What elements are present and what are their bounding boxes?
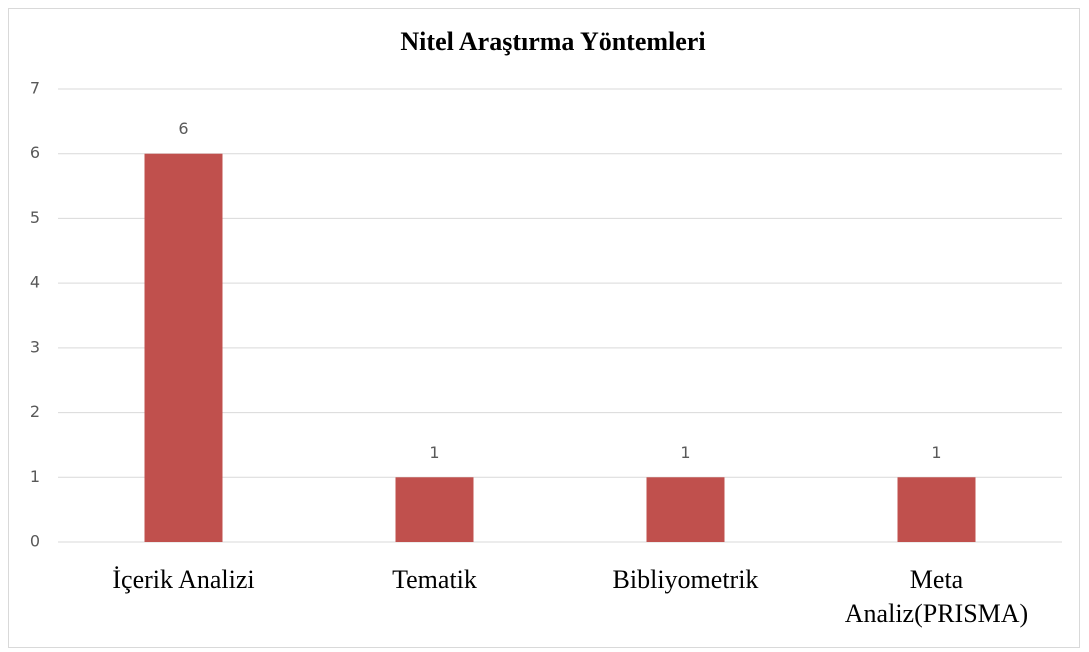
data-label: 1 (931, 443, 941, 462)
y-tick-label: 5 (30, 208, 40, 227)
y-tick-label: 7 (30, 79, 40, 98)
data-label: 1 (429, 443, 439, 462)
y-tick-label: 3 (30, 337, 40, 356)
x-tick-label: Meta Analiz(PRISMA) (844, 565, 1029, 628)
chart-title: Nitel Araştırma Yöntemleri (400, 27, 705, 56)
bar (144, 153, 223, 542)
y-tick-label: 0 (30, 532, 40, 551)
x-tick-label: Bibliyometrik (612, 565, 759, 594)
y-tick-label: 6 (30, 143, 40, 162)
data-label: 1 (680, 443, 690, 462)
bar (897, 477, 976, 542)
y-tick-label: 1 (30, 467, 40, 486)
x-tick-label: Tematik (392, 565, 477, 594)
y-tick-label: 4 (30, 273, 40, 292)
bar (395, 477, 474, 542)
data-label: 6 (178, 119, 188, 138)
bar (646, 477, 725, 542)
x-tick-label: İçerik Analizi (112, 565, 255, 594)
y-tick-label: 2 (30, 402, 40, 421)
